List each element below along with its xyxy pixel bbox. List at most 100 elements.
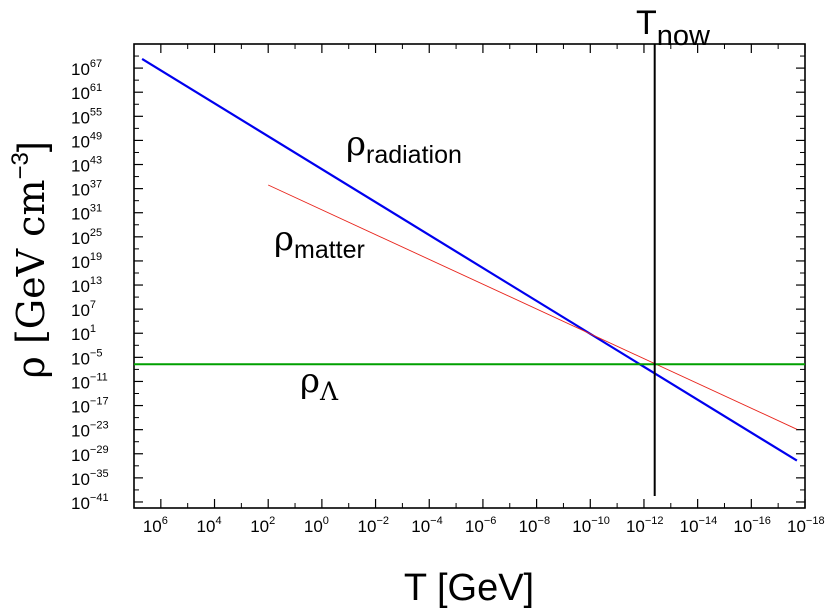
- y-tick-base: 10: [71, 398, 90, 417]
- y-tick-exponent: 7: [90, 299, 96, 311]
- y-axis-title-close: ]: [11, 142, 53, 153]
- y-tick-exponent: 67: [90, 58, 102, 70]
- t-now-label-sub: now: [657, 20, 711, 52]
- matter-label-main: ρ: [274, 219, 294, 259]
- y-ticks: 1067106110551049104310371031102510191013…: [71, 55, 805, 513]
- y-axis-title: ρ [GeV cm−3]: [7, 142, 53, 379]
- x-tick-label: 10−2: [358, 515, 389, 536]
- x-tick-label: 10−10: [572, 515, 610, 536]
- y-tick-base: 10: [71, 301, 90, 320]
- y-tick-base: 10: [71, 84, 90, 103]
- x-tick-base: 10: [626, 517, 645, 536]
- x-tick-exponent: 6: [162, 515, 168, 527]
- lambda-label: ρΛ: [300, 361, 339, 406]
- x-tick-label: 100: [304, 515, 329, 536]
- y-tick-base: 10: [71, 108, 90, 127]
- radiation-label-sub: radiation: [366, 141, 462, 169]
- t-now-label-main: T: [636, 4, 657, 42]
- y-tick-label: 1019: [71, 251, 102, 272]
- x-tick-label: 10−4: [411, 515, 442, 536]
- y-tick-base: 10: [71, 325, 90, 344]
- y-tick-label: 1061: [71, 82, 102, 103]
- x-tick-label: 10−8: [519, 515, 550, 536]
- y-tick-base: 10: [71, 132, 90, 151]
- series-layer: [134, 57, 805, 462]
- y-tick-label: 10−41: [71, 492, 109, 513]
- x-tick-base: 10: [680, 517, 699, 536]
- plot-frame: [133, 43, 806, 509]
- x-tick-label: 10−6: [465, 515, 496, 536]
- x-tick-label: 10−14: [680, 515, 718, 536]
- y-tick-base: 10: [71, 373, 90, 392]
- lambda-label-sub: Λ: [319, 377, 339, 406]
- y-tick-exponent: −11: [90, 371, 108, 383]
- y-tick-exponent: 1: [90, 323, 96, 335]
- y-tick-label: 10−23: [71, 420, 109, 441]
- x-tick-label: 104: [197, 515, 222, 536]
- x-tick-base: 10: [411, 517, 430, 536]
- x-tick-base: 10: [465, 517, 484, 536]
- matter-line: [268, 184, 798, 430]
- x-tick-exponent: −8: [538, 515, 551, 527]
- x-tick-exponent: −10: [591, 515, 610, 527]
- y-tick-exponent: 61: [90, 82, 102, 94]
- x-tick-exponent: −18: [806, 515, 825, 527]
- y-tick-base: 10: [71, 470, 90, 489]
- matter-label: ρmatter: [274, 219, 365, 264]
- y-tick-label: 1043: [71, 155, 102, 176]
- y-tick-label: 10−35: [71, 468, 109, 489]
- y-tick-exponent: −41: [90, 492, 109, 504]
- y-tick-exponent: 19: [90, 251, 102, 263]
- t-now-label: Tnow: [636, 4, 711, 52]
- x-ticks: 106 104 102 100 10−2 10−4 10−6 10−8 10−10 10−12 10…: [133, 44, 825, 536]
- radiation-label-main: ρ: [346, 124, 366, 164]
- y-tick-label: 10−5: [71, 347, 102, 368]
- x-tick-base: 10: [519, 517, 538, 536]
- radiation-label: ρradiation: [346, 124, 462, 169]
- x-tick-exponent: 2: [269, 515, 275, 527]
- y-tick-exponent: −35: [90, 468, 109, 480]
- x-tick-exponent: −2: [376, 515, 389, 527]
- y-tick-label: 1037: [71, 179, 102, 200]
- y-axis-title-exponent: −3: [7, 152, 34, 179]
- y-axis-title-main: ρ [GeV cm: [9, 180, 53, 379]
- lambda-label-main: ρ: [300, 361, 320, 401]
- y-tick-base: 10: [71, 277, 90, 296]
- y-tick-label: 101: [71, 323, 96, 344]
- y-tick-base: 10: [71, 157, 90, 176]
- x-tick-exponent: −4: [430, 515, 443, 527]
- y-tick-base: 10: [71, 60, 90, 79]
- y-tick-base: 10: [71, 229, 90, 248]
- y-tick-base: 10: [71, 181, 90, 200]
- y-tick-label: 107: [71, 299, 96, 320]
- y-tick-exponent: −29: [90, 444, 109, 456]
- x-tick-label: 106: [143, 515, 168, 536]
- y-tick-exponent: −5: [90, 347, 103, 359]
- y-tick-exponent: 37: [90, 179, 102, 191]
- x-tick-label: 10−16: [733, 515, 771, 536]
- x-tick-exponent: −12: [645, 515, 664, 527]
- y-tick-base: 10: [71, 422, 90, 441]
- x-tick-base: 10: [304, 517, 323, 536]
- y-tick-base: 10: [71, 253, 90, 272]
- y-tick-base: 10: [71, 205, 90, 224]
- y-tick-label: 1025: [71, 227, 102, 248]
- y-tick-exponent: 13: [90, 275, 102, 287]
- x-tick-base: 10: [358, 517, 377, 536]
- y-tick-label: 1013: [71, 275, 102, 296]
- x-axis-title: T [GeV]: [404, 567, 534, 609]
- y-tick-base: 10: [71, 349, 90, 368]
- x-tick-exponent: −6: [484, 515, 497, 527]
- x-tick-base: 10: [250, 517, 269, 536]
- x-tick-exponent: 4: [215, 515, 221, 527]
- x-tick-base: 10: [572, 517, 591, 536]
- x-tick-base: 10: [197, 517, 216, 536]
- y-tick-label: 1067: [71, 58, 102, 79]
- x-tick-base: 10: [787, 517, 806, 536]
- y-tick-exponent: 25: [90, 227, 102, 239]
- x-tick-exponent: 0: [323, 515, 329, 527]
- y-tick-exponent: −17: [90, 396, 109, 408]
- matter-label-sub: matter: [294, 236, 365, 264]
